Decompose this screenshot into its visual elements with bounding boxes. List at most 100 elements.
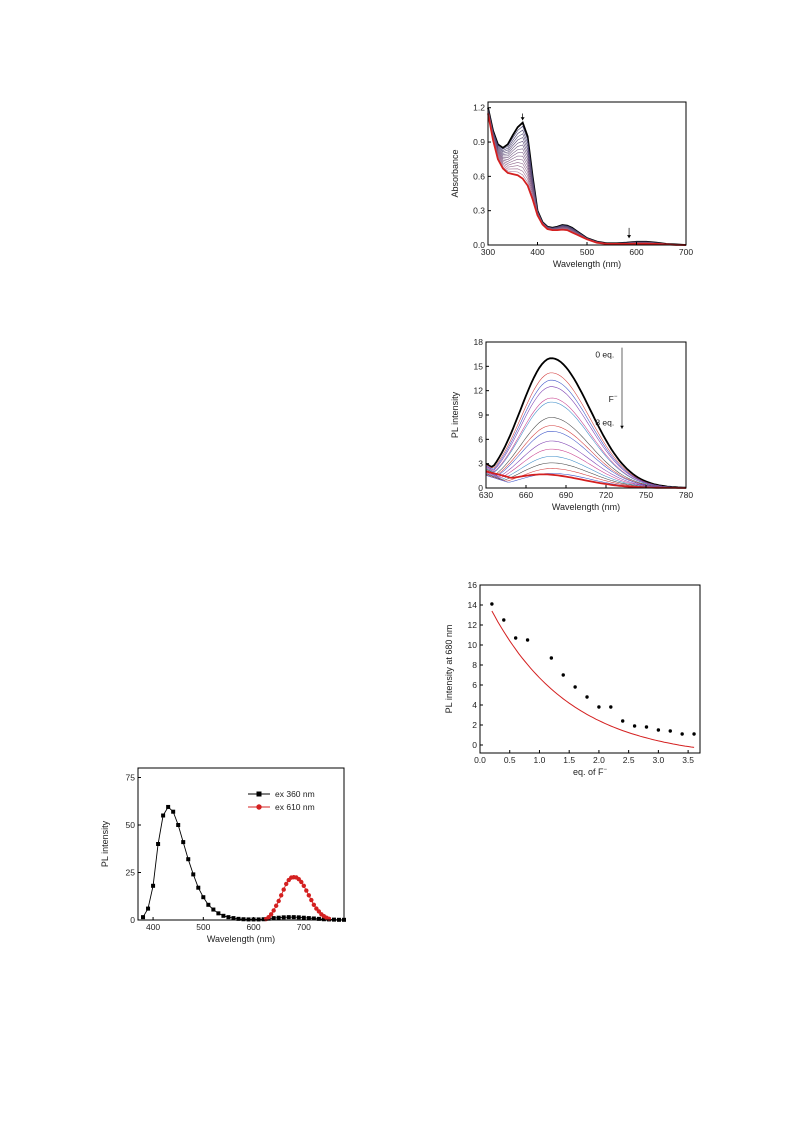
- fit-curve: [491, 610, 695, 748]
- fit-data-point: [609, 705, 613, 709]
- ex-series: [141, 804, 346, 922]
- ex-360-marker: [236, 916, 241, 921]
- fit-data-point: [597, 705, 601, 709]
- abs-arrow-head: [627, 235, 632, 239]
- ex-610-marker: [273, 903, 279, 908]
- fit-x-ticks: 0.0 0.5 1.0 1.5 2.0 2.5 3.0 3.5: [474, 750, 694, 765]
- abs-arrow-head: [520, 117, 525, 121]
- fit-data-point: [513, 636, 518, 640]
- ex-610-marker: [281, 887, 286, 892]
- x-tick-label: 2.5: [623, 755, 635, 765]
- abs-curve: [487, 112, 687, 246]
- x-tick-label: 300: [481, 247, 495, 257]
- pl-y-ticks: 0 3 6 9 12 15 18: [474, 337, 489, 493]
- abs-curve: [487, 112, 687, 246]
- y-tick-label: 1.2: [473, 103, 485, 113]
- y-tick-label: 0: [478, 483, 483, 493]
- ex-legend: ex 360 nm ex 610 nm: [248, 789, 315, 812]
- x-tick-label: 500: [580, 247, 594, 257]
- y-tick-label: 16: [468, 580, 478, 590]
- pl-curve: [485, 448, 686, 489]
- pl-curve: [485, 456, 686, 489]
- ex-360-marker: [321, 917, 326, 922]
- excitation-comparison-chart: 400 500 600 700 0 25 50 75 ex 360 nm ex 610 nm…: [100, 767, 346, 944]
- y-tick-label: 2: [472, 720, 477, 730]
- ex-360-marker: [256, 917, 261, 922]
- ex-610-marker: [299, 879, 304, 885]
- pl-curve: [485, 401, 687, 489]
- fit-data-point: [490, 602, 494, 606]
- ex-360-marker: [231, 916, 236, 921]
- x-tick-label: 2.0: [593, 755, 605, 765]
- ex-360-marker: [226, 915, 231, 920]
- ex-610-marker: [266, 914, 271, 920]
- absorbance-chart: 300 400 500 600 700 0.0 0.3 0.6 0.9 1.2 Waveleng…: [450, 101, 693, 269]
- ex-x-ticks: 400 500 600 700: [146, 917, 311, 932]
- y-tick-label: 14: [468, 600, 478, 610]
- legend-label-ex610: ex 610 nm: [275, 802, 315, 812]
- abs-x-axis-label: Wavelength (nm): [553, 259, 621, 269]
- ex-360-marker: [296, 915, 301, 920]
- x-tick-label: 3.5: [682, 755, 694, 765]
- ex-360-marker: [286, 915, 291, 920]
- ex-360-marker: [211, 907, 216, 912]
- fit-data-point: [668, 729, 672, 733]
- x-tick-label: 3.0: [652, 755, 664, 765]
- ex-360-marker: [291, 915, 296, 920]
- fit-plot-frame: [479, 584, 701, 754]
- fit-data-point: [621, 719, 625, 723]
- pl-annotation-f-sup: −: [614, 394, 618, 400]
- fit-points: [490, 602, 696, 736]
- y-tick-label: 6: [478, 434, 483, 444]
- ex-360-marker: [186, 857, 191, 862]
- abs-curve: [487, 113, 686, 246]
- abs-curve: [487, 108, 687, 246]
- y-tick-label: 10: [468, 640, 478, 650]
- y-tick-label: 12: [468, 620, 478, 630]
- ex-610-marker: [271, 908, 276, 913]
- ex-y-axis-label: PL intensity: [100, 820, 110, 867]
- x-tick-label: 780: [679, 490, 693, 500]
- x-tick-label: 400: [146, 922, 160, 932]
- x-tick-label: 690: [559, 490, 573, 500]
- x-tick-label: 1.5: [563, 755, 575, 765]
- ex-360-marker: [311, 916, 316, 921]
- fit-data-point: [644, 725, 649, 729]
- fit-y-axis-label: PL intensity at 680 nm: [444, 625, 454, 714]
- ex-360-marker: [246, 917, 251, 922]
- ex-610-marker: [304, 888, 309, 893]
- fit-x-axis-label: eq. of F−: [573, 767, 608, 777]
- ex-610-marker: [309, 897, 314, 903]
- x-tick-label: 700: [679, 247, 693, 257]
- fit-data-point: [632, 724, 637, 728]
- pl-at-680-fit-chart: 0.0 0.5 1.0 1.5 2.0 2.5 3.0 3.5 0 2 4 6 8 10 12 14 16 e…: [444, 580, 701, 777]
- fit-x-label-main: eq. of F: [573, 767, 604, 777]
- abs-curve: [487, 111, 687, 246]
- fit-y-ticks: 0 2 4 6 8 10 12 14 16: [468, 580, 483, 750]
- ex-360-marker: [281, 915, 286, 920]
- y-tick-label: 12: [474, 386, 484, 396]
- abs-plot-frame: [487, 101, 687, 246]
- ex-360-marker: [176, 823, 181, 827]
- y-tick-label: 8: [472, 660, 477, 670]
- fit-data-point: [680, 732, 684, 736]
- fit-data-point: [573, 685, 577, 689]
- ex-610-marker: [284, 881, 289, 887]
- ex-360-marker: [151, 883, 156, 888]
- x-tick-label: 700: [297, 922, 311, 932]
- pl-curve: [485, 440, 686, 489]
- ex-610-marker: [276, 898, 281, 904]
- ex-360-marker: [241, 917, 246, 922]
- ex-360-marker: [276, 915, 281, 920]
- ex-y-ticks: 0 25 50 75: [126, 773, 141, 925]
- pl-curve: [485, 357, 687, 489]
- pl-curve: [485, 417, 686, 489]
- fit-data-point: [502, 618, 506, 622]
- x-tick-label: 500: [196, 922, 210, 932]
- ex-610-marker: [311, 902, 317, 907]
- ex-610-marker: [296, 876, 301, 882]
- y-tick-label: 0.0: [473, 240, 485, 250]
- x-tick-label: 400: [530, 247, 544, 257]
- ex-x-axis-label: Wavelength (nm): [207, 934, 275, 944]
- abs-curves: [487, 107, 687, 246]
